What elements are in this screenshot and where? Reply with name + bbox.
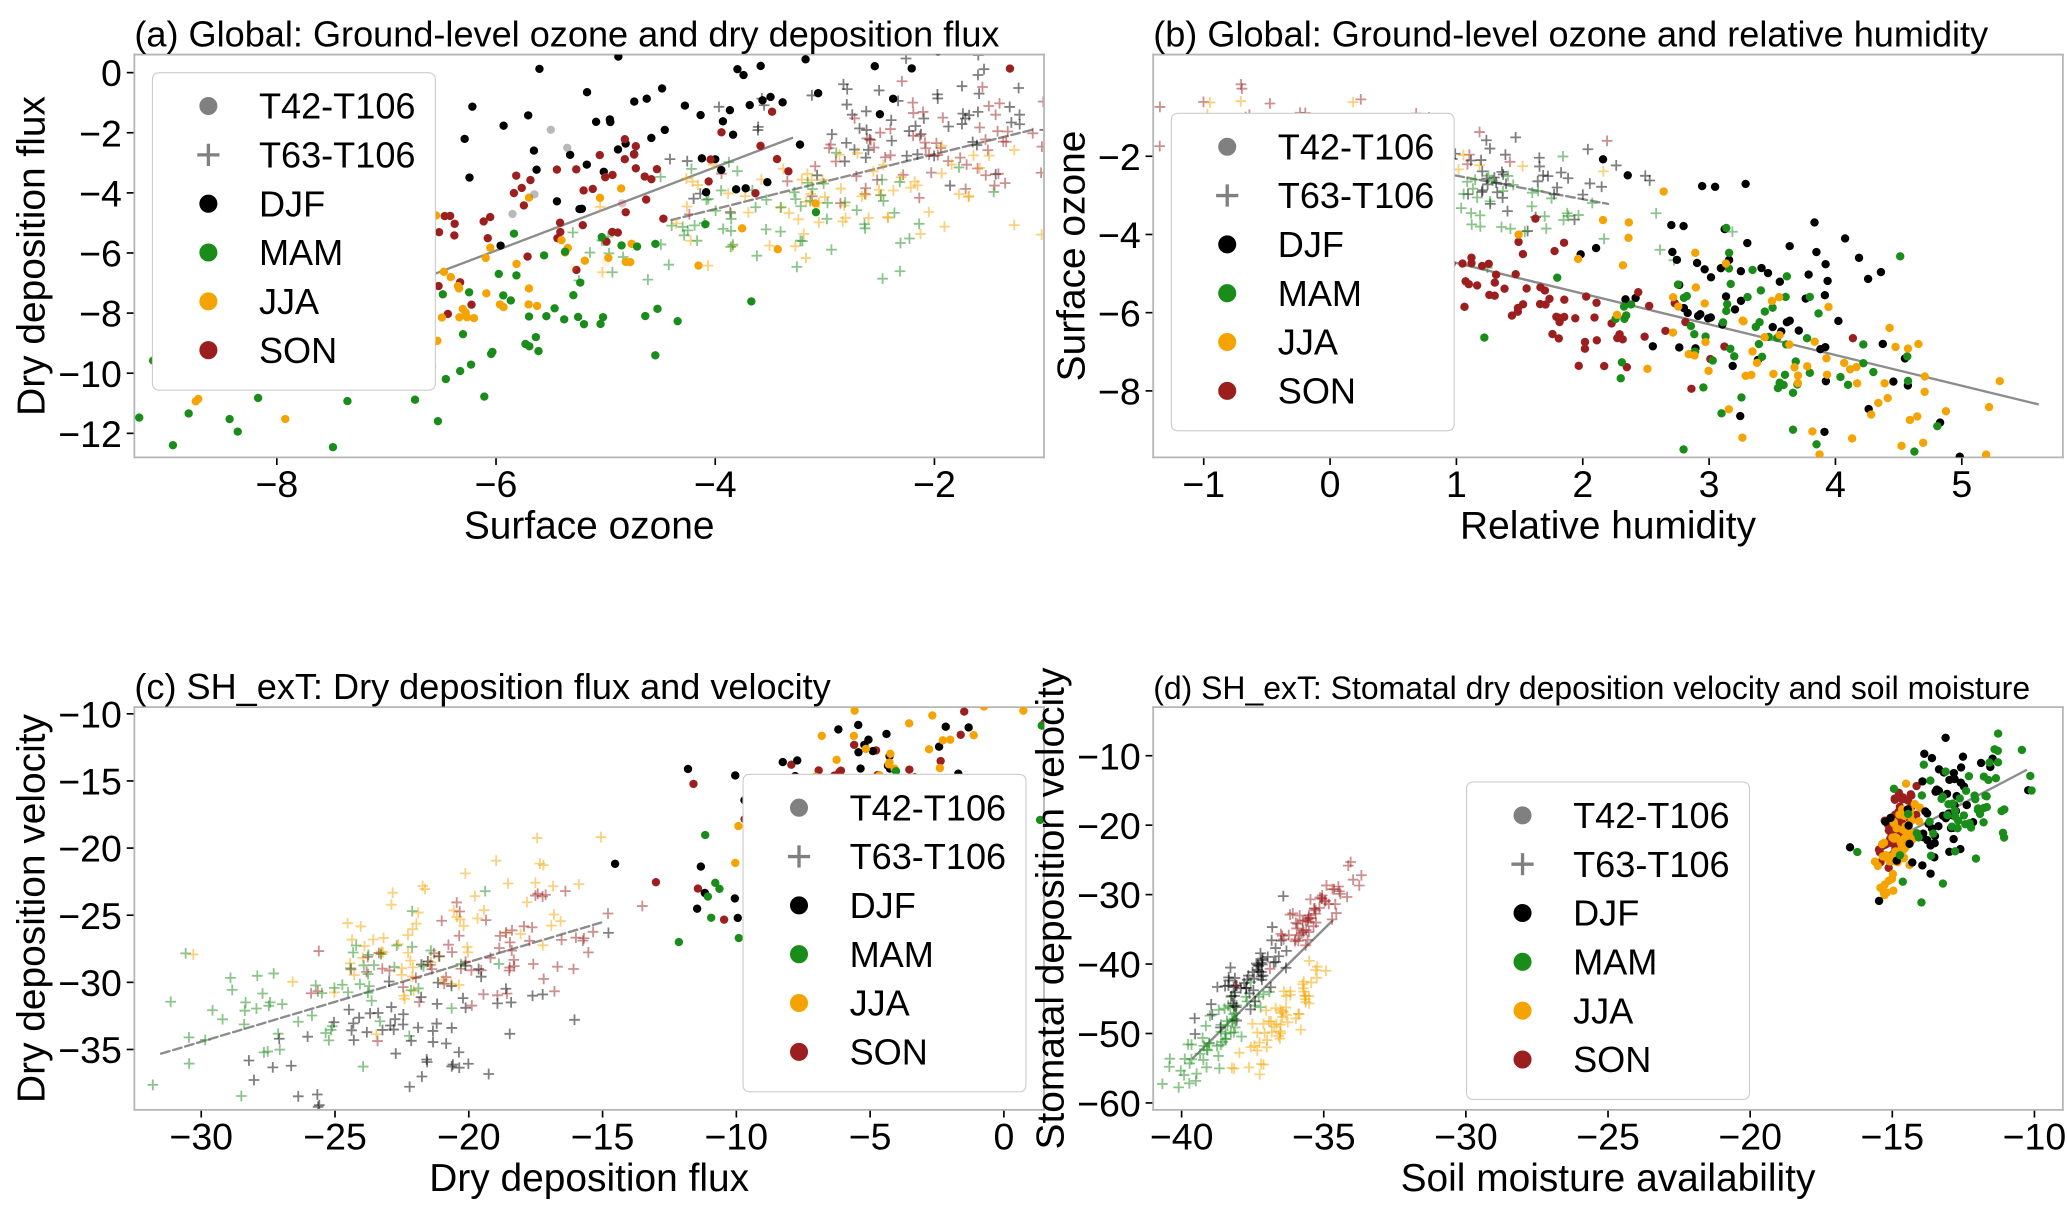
svg-text:−12: −12 [58, 413, 122, 455]
svg-text:(a) Global: Ground-level ozone: (a) Global: Ground-level ozone and dry d… [134, 13, 999, 54]
svg-text:−10: −10 [2003, 1116, 2067, 1158]
svg-text:Surface ozone: Surface ozone [464, 505, 715, 548]
svg-text:−15: −15 [1860, 1116, 1924, 1158]
svg-text:−2: −2 [1098, 136, 1141, 178]
svg-text:JJA: JJA [1278, 322, 1339, 363]
svg-text:T63-T106: T63-T106 [850, 836, 1007, 877]
svg-text:Relative humidity: Relative humidity [1460, 505, 1757, 548]
svg-text:−20: −20 [437, 1116, 501, 1158]
svg-text:−6: −6 [1098, 292, 1141, 334]
svg-text:MAM: MAM [850, 934, 934, 975]
svg-text:−6: −6 [79, 233, 122, 275]
svg-text:SON: SON [850, 1031, 928, 1072]
svg-text:−2: −2 [913, 463, 956, 505]
svg-text:0: 0 [1320, 463, 1341, 505]
svg-text:0: 0 [101, 52, 122, 94]
svg-text:−4: −4 [79, 172, 122, 214]
svg-text:5: 5 [1951, 463, 1972, 505]
svg-text:MAM: MAM [1573, 941, 1657, 982]
svg-text:−8: −8 [1098, 370, 1141, 412]
svg-text:(c) SH_exT: Dry deposition flu: (c) SH_exT: Dry deposition flux and velo… [134, 666, 830, 707]
svg-text:Dry deposition velocity: Dry deposition velocity [11, 713, 54, 1102]
svg-text:−10: −10 [58, 353, 122, 395]
svg-text:−35: −35 [58, 1029, 122, 1071]
svg-text:−25: −25 [1576, 1116, 1640, 1158]
svg-text:0: 0 [993, 1116, 1014, 1158]
svg-text:Dry deposition flux: Dry deposition flux [429, 1157, 749, 1200]
svg-text:4: 4 [1825, 463, 1846, 505]
svg-text:−30: −30 [58, 962, 122, 1004]
svg-text:(d) SH_exT: Stomatal dry depos: (d) SH_exT: Stomatal dry deposition velo… [1153, 670, 2030, 706]
svg-text:−30: −30 [1077, 874, 1141, 916]
svg-text:Soil moisture availability: Soil moisture availability [1401, 1157, 1816, 1200]
svg-text:−25: −25 [303, 1116, 367, 1158]
svg-text:2: 2 [1572, 463, 1593, 505]
svg-text:T42-T106: T42-T106 [850, 787, 1007, 828]
svg-text:Stomatal deposition velocity: Stomatal deposition velocity [1029, 667, 1072, 1149]
svg-text:T42-T106: T42-T106 [1573, 795, 1730, 836]
svg-text:3: 3 [1699, 463, 1720, 505]
svg-text:DJF: DJF [1278, 224, 1344, 265]
svg-text:−1: −1 [1182, 463, 1225, 505]
svg-text:SON: SON [259, 330, 337, 371]
svg-text:−50: −50 [1077, 1013, 1141, 1055]
svg-text:SON: SON [1278, 370, 1356, 411]
svg-text:DJF: DJF [1573, 893, 1639, 934]
svg-text:JJA: JJA [259, 281, 320, 322]
svg-text:−8: −8 [255, 463, 298, 505]
svg-text:−10: −10 [705, 1116, 769, 1158]
svg-text:Dry deposition flux: Dry deposition flux [11, 96, 54, 416]
svg-text:SON: SON [1573, 1039, 1651, 1080]
svg-text:MAM: MAM [1278, 273, 1362, 314]
svg-text:−25: −25 [58, 895, 122, 937]
svg-text:DJF: DJF [850, 885, 916, 926]
svg-text:−15: −15 [58, 761, 122, 803]
svg-text:−5: −5 [849, 1116, 892, 1158]
svg-text:−10: −10 [58, 693, 122, 735]
svg-text:(b) Global: Ground-level ozone: (b) Global: Ground-level ozone and relat… [1153, 13, 1988, 54]
svg-text:−8: −8 [79, 293, 122, 335]
svg-text:Surface ozone: Surface ozone [1050, 131, 1093, 382]
svg-text:T63-T106: T63-T106 [1573, 844, 1730, 885]
svg-text:−40: −40 [1150, 1116, 1214, 1158]
svg-text:−4: −4 [694, 463, 737, 505]
svg-text:−2: −2 [79, 112, 122, 154]
svg-text:T63-T106: T63-T106 [1278, 175, 1435, 216]
svg-text:T42-T106: T42-T106 [1278, 126, 1435, 167]
svg-text:−10: −10 [1077, 735, 1141, 777]
svg-text:−4: −4 [1098, 214, 1141, 256]
svg-text:−20: −20 [58, 828, 122, 870]
svg-text:−20: −20 [1077, 805, 1141, 847]
svg-text:−30: −30 [1434, 1116, 1498, 1158]
svg-text:DJF: DJF [259, 183, 325, 224]
svg-text:MAM: MAM [259, 232, 343, 273]
svg-text:JJA: JJA [850, 983, 911, 1024]
svg-text:T42-T106: T42-T106 [259, 86, 416, 127]
svg-text:−30: −30 [169, 1116, 233, 1158]
svg-text:JJA: JJA [1573, 990, 1634, 1031]
svg-text:1: 1 [1446, 463, 1467, 505]
svg-text:−35: −35 [1292, 1116, 1356, 1158]
svg-text:−20: −20 [1718, 1116, 1782, 1158]
svg-text:−15: −15 [571, 1116, 635, 1158]
svg-text:−60: −60 [1077, 1083, 1141, 1125]
svg-text:T63-T106: T63-T106 [259, 135, 416, 176]
svg-text:−40: −40 [1077, 944, 1141, 986]
svg-text:−6: −6 [475, 463, 518, 505]
